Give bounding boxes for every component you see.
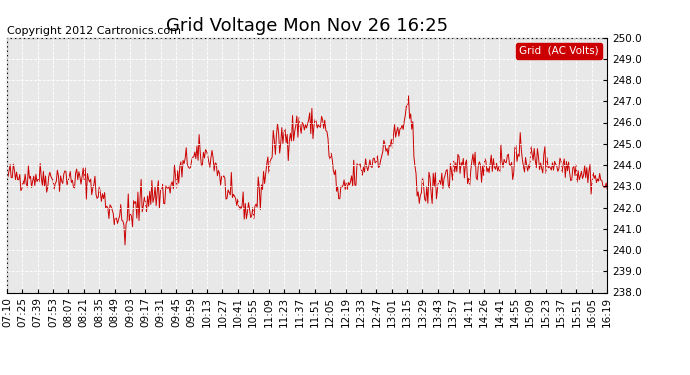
Grid  (AC Volts): [404, 94, 413, 98]
Grid  (AC Volts): [529, 158, 538, 163]
Title: Grid Voltage Mon Nov 26 16:25: Grid Voltage Mon Nov 26 16:25: [166, 16, 448, 34]
Text: Copyright 2012 Cartronics.com: Copyright 2012 Cartronics.com: [7, 26, 181, 36]
Grid  (AC Volts): [514, 152, 522, 156]
Grid  (AC Volts): [7, 176, 15, 180]
Grid  (AC Volts): [427, 190, 435, 195]
Grid  (AC Volts): [603, 187, 611, 191]
Grid  (AC Volts): [3, 170, 11, 174]
Grid  (AC Volts): [121, 243, 129, 247]
Legend: Grid  (AC Volts): Grid (AC Volts): [516, 43, 602, 59]
Grid  (AC Volts): [52, 179, 61, 184]
Grid  (AC Volts): [393, 129, 401, 134]
Line: Grid  (AC Volts): Grid (AC Volts): [7, 96, 607, 245]
